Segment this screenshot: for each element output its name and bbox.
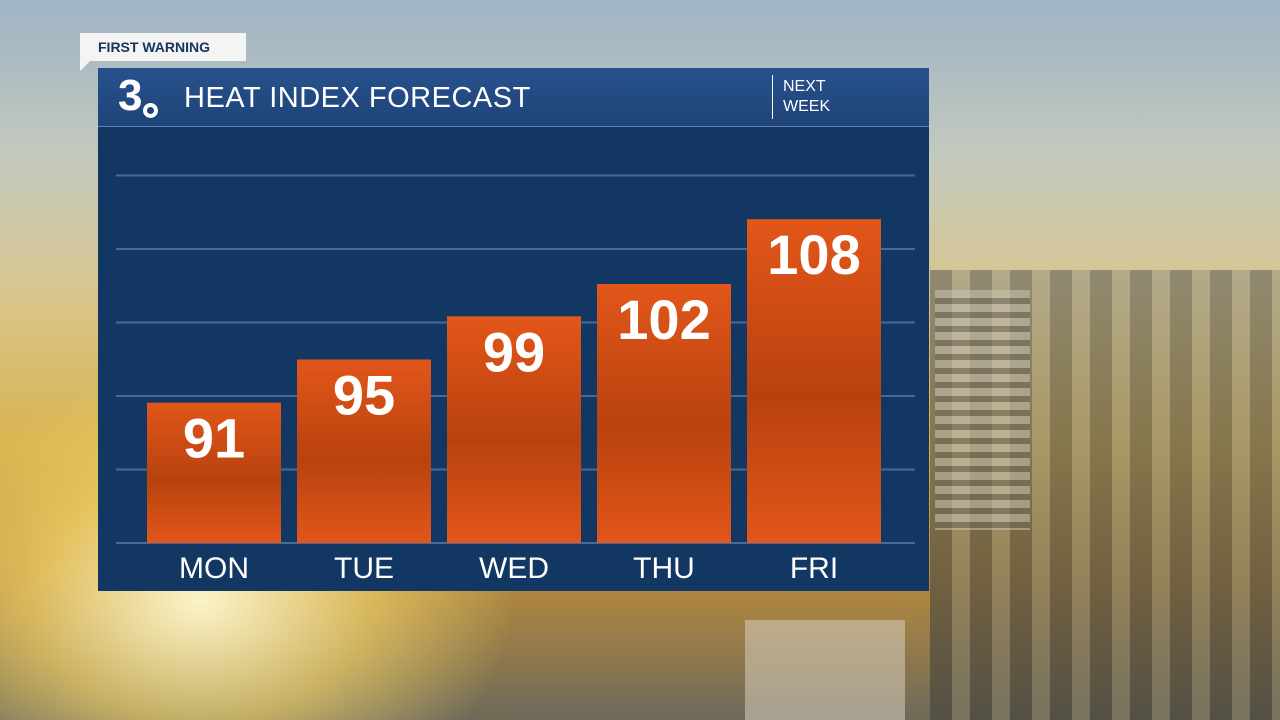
background-building bbox=[745, 620, 905, 720]
badge-notch bbox=[80, 61, 90, 71]
x-tick-label: MON bbox=[179, 552, 249, 585]
x-tick-label: WED bbox=[479, 552, 549, 585]
bar-thu bbox=[597, 283, 731, 543]
period-line-1: NEXT bbox=[783, 78, 826, 95]
forecast-panel: 3 HEAT INDEX FORECAST NEXT WEEK 91 95 99 10… bbox=[98, 68, 929, 591]
bar-value-label: 99 bbox=[483, 320, 545, 383]
period-label: NEXT WEEK bbox=[783, 77, 830, 117]
x-tick-label: FRI bbox=[790, 552, 838, 585]
bar-value-label: 108 bbox=[767, 223, 860, 286]
x-tick-label: THU bbox=[633, 552, 695, 585]
background-tower bbox=[935, 290, 1030, 530]
x-tick-label: TUE bbox=[334, 552, 394, 585]
panel-header: 3 HEAT INDEX FORECAST NEXT WEEK bbox=[98, 68, 929, 127]
bar-tue bbox=[297, 359, 431, 543]
bar-mon bbox=[147, 402, 281, 543]
bar-value-label: 91 bbox=[183, 407, 245, 470]
logo-number: 3 bbox=[118, 71, 143, 120]
period-line-2: WEEK bbox=[783, 98, 831, 115]
eye-icon bbox=[142, 102, 159, 119]
bar-wed bbox=[447, 316, 581, 543]
bar-value-label: 95 bbox=[333, 364, 395, 427]
header-divider bbox=[772, 75, 773, 119]
bar-fri bbox=[747, 219, 881, 544]
station-logo: 3 bbox=[118, 71, 160, 120]
first-warning-badge: FIRST WARNING bbox=[80, 33, 246, 61]
chart-title: HEAT INDEX FORECAST bbox=[184, 82, 531, 114]
bar-chart: 91 95 99 102 108 MON TUE WED THU FRI bbox=[116, 174, 915, 585]
bar-value-label: 102 bbox=[617, 288, 710, 351]
